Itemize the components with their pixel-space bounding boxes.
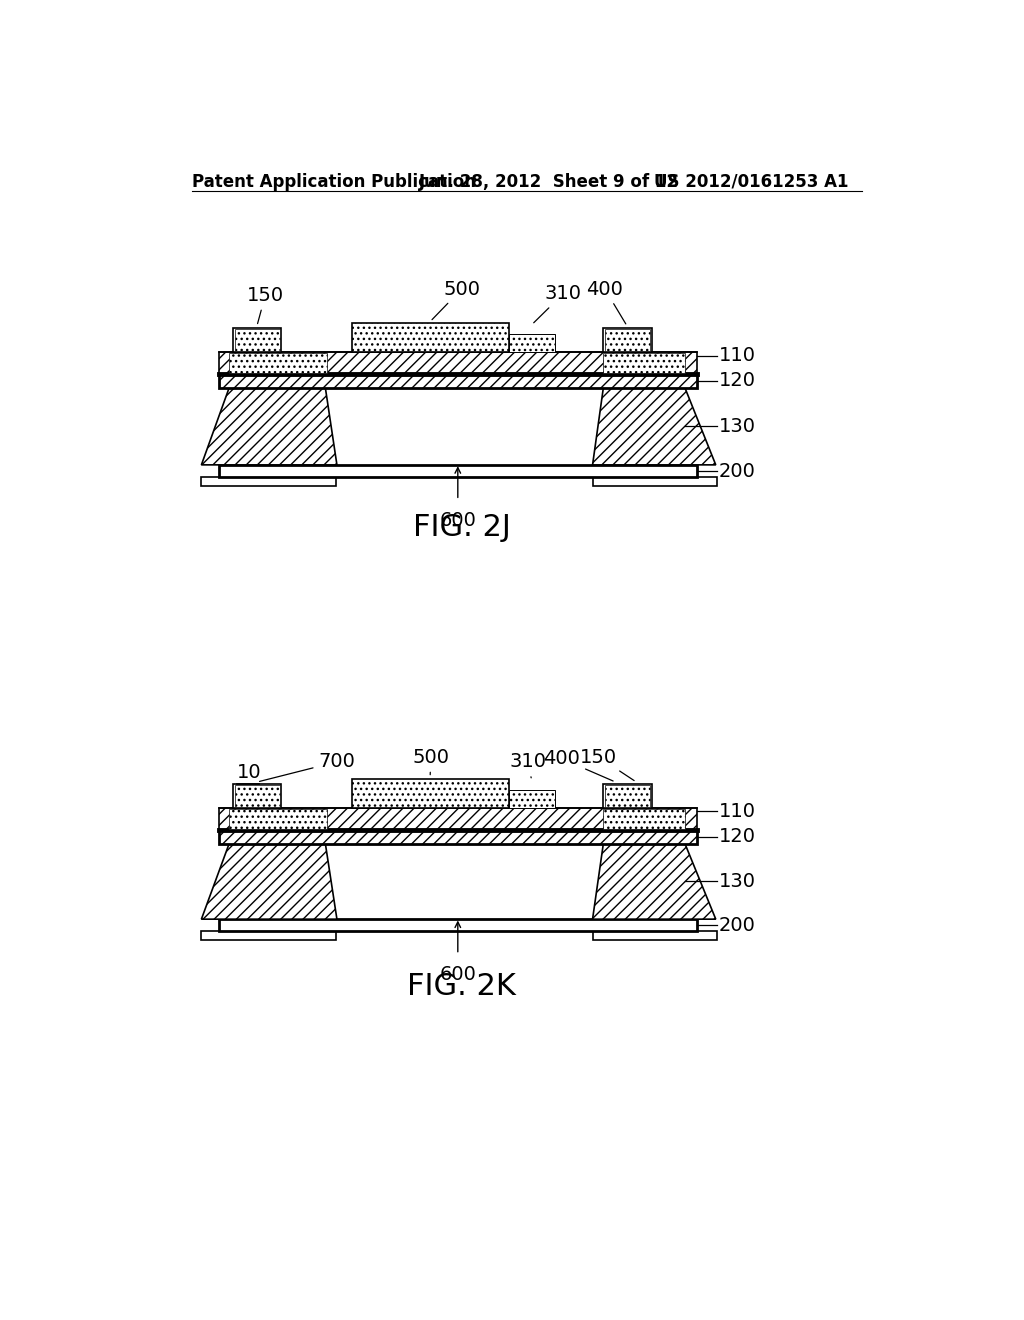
Bar — [603, 809, 685, 829]
Bar — [605, 785, 650, 807]
Text: 120: 120 — [719, 828, 756, 846]
Polygon shape — [202, 388, 337, 465]
Text: 500: 500 — [432, 280, 480, 319]
Polygon shape — [593, 388, 716, 465]
Text: 110: 110 — [719, 801, 756, 821]
Text: US 2012/0161253 A1: US 2012/0161253 A1 — [654, 173, 849, 190]
Bar — [603, 327, 652, 352]
Text: 120: 120 — [719, 371, 756, 391]
Text: 310: 310 — [534, 284, 582, 323]
Bar — [219, 808, 696, 830]
Text: 600: 600 — [439, 965, 476, 985]
Bar — [202, 932, 336, 940]
Bar — [234, 330, 280, 351]
Text: 600: 600 — [439, 511, 476, 531]
Polygon shape — [202, 843, 337, 919]
Text: 150: 150 — [247, 285, 284, 323]
Text: 110: 110 — [719, 346, 756, 366]
Bar — [219, 465, 696, 478]
Bar — [352, 323, 509, 352]
Text: FIG. 2K: FIG. 2K — [408, 972, 516, 1001]
Bar — [219, 830, 696, 843]
Bar — [229, 809, 327, 829]
Text: 130: 130 — [719, 417, 756, 436]
Bar — [593, 932, 717, 940]
Text: 400: 400 — [587, 280, 626, 323]
Text: 200: 200 — [719, 916, 756, 935]
Bar — [202, 478, 336, 486]
Bar — [603, 354, 685, 374]
Text: 500: 500 — [413, 747, 450, 775]
Bar — [509, 334, 555, 352]
Text: Jun. 28, 2012  Sheet 9 of 12: Jun. 28, 2012 Sheet 9 of 12 — [419, 173, 679, 190]
Bar — [352, 779, 509, 808]
Text: 400: 400 — [544, 750, 613, 781]
Text: 700: 700 — [259, 752, 355, 781]
Bar — [219, 352, 696, 374]
Text: 310: 310 — [509, 752, 547, 777]
Bar — [229, 354, 327, 374]
Bar — [593, 478, 717, 486]
Bar — [509, 789, 555, 808]
Text: 200: 200 — [719, 462, 756, 480]
Bar — [219, 919, 696, 932]
Bar — [233, 327, 282, 352]
Bar — [219, 374, 696, 388]
Polygon shape — [593, 843, 716, 919]
Bar — [605, 330, 650, 351]
Bar — [233, 784, 282, 808]
Text: 10: 10 — [237, 763, 261, 781]
Text: 130: 130 — [719, 873, 756, 891]
Bar — [603, 784, 652, 808]
Text: Patent Application Publication: Patent Application Publication — [193, 173, 476, 190]
Text: 150: 150 — [581, 747, 634, 780]
Bar — [234, 785, 280, 807]
Text: FIG. 2J: FIG. 2J — [413, 513, 511, 543]
